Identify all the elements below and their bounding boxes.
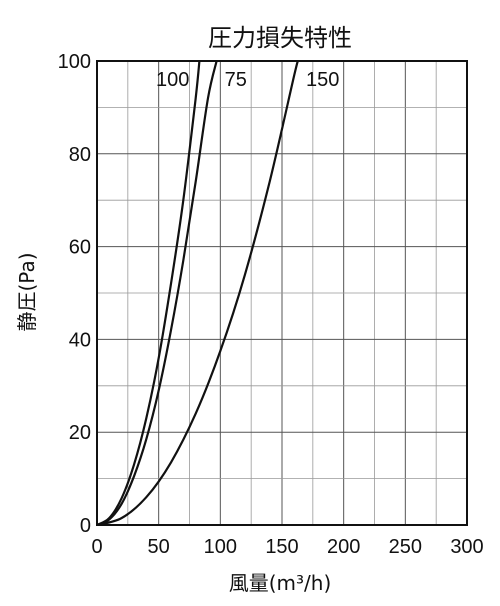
chart-title: 圧力損失特性 <box>208 24 352 52</box>
series-label-150: 150 <box>306 69 339 91</box>
y-tick-label: 60 <box>69 237 91 259</box>
y-tick-label: 100 <box>58 51 91 73</box>
x-tick-labels: 0 50 100 150 200 250 300 <box>91 536 483 558</box>
x-tick-label: 250 <box>389 536 422 558</box>
x-tick-label: 0 <box>91 536 102 558</box>
x-tick-label: 100 <box>204 536 237 558</box>
x-tick-label: 200 <box>327 536 360 558</box>
series-line-75 <box>96 60 218 527</box>
y-tick-labels: 0 20 40 60 80 100 <box>58 51 91 537</box>
y-tick-label: 20 <box>69 422 91 444</box>
y-tick-label: 0 <box>80 515 91 537</box>
series-labels: 100 75 150 <box>156 69 339 91</box>
series-label-75: 75 <box>225 69 247 91</box>
y-tick-label: 40 <box>69 329 91 351</box>
plot-frame <box>96 60 468 526</box>
x-axis-label: 風量(m³/h) <box>229 571 332 595</box>
x-tick-label: 150 <box>265 536 298 558</box>
y-axis-label: 静圧(Pa) <box>15 252 39 331</box>
x-tick-label: 300 <box>450 536 483 558</box>
x-tick-label: 50 <box>148 536 170 558</box>
grid <box>97 61 467 525</box>
series-line-100 <box>96 60 201 526</box>
series-line-150 <box>96 60 300 527</box>
series-curves <box>96 60 300 527</box>
y-tick-label: 80 <box>69 144 91 166</box>
series-label-100: 100 <box>156 69 189 91</box>
